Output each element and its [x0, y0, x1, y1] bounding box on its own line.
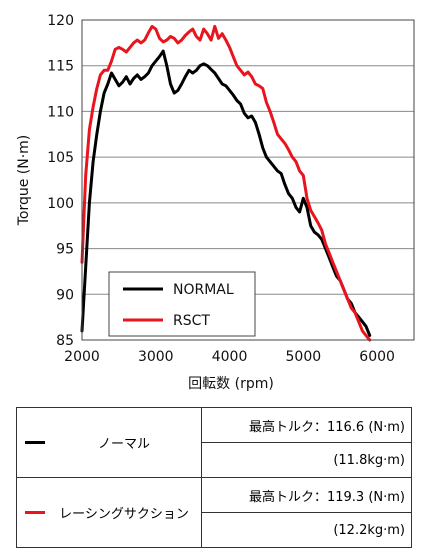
y-tick-label: 120	[47, 13, 74, 29]
y-tick-label: 85	[56, 333, 74, 349]
y-tick-label: 105	[47, 150, 74, 166]
series-name-cell-rsct: レーシングサクション	[16, 477, 202, 548]
series-line-rsct	[80, 24, 372, 342]
spec-table: ノーマル 最高トルク：116.6 (N·m) (11.8kg·m) レーシングサ…	[16, 407, 412, 548]
table-row-normal-bottom: (11.8kg·m)	[17, 442, 412, 478]
max-torque-normal: 最高トルク：116.6 (N·m)	[201, 407, 412, 443]
series-name-wrap: レーシングサクション	[21, 503, 197, 522]
x-tick-label: 5000	[286, 349, 322, 365]
max-torque-rsct: 最高トルク：119.3 (N·m)	[201, 477, 412, 513]
x-axis-title: 回転数 (rpm)	[188, 376, 274, 392]
x-tick-labels: 2000 3000 4000 5000 6000	[64, 349, 395, 365]
series-name-rsct: レーシングサクション	[59, 507, 189, 522]
normal-line-swatch	[25, 441, 45, 444]
legend-label-rsct: RSCT	[173, 313, 210, 329]
y-tick-label: 100	[47, 196, 74, 212]
x-tick-label: 6000	[359, 349, 395, 365]
y-axis-title: Torque (N·m)	[16, 135, 32, 227]
table-row-rsct-bottom: (12.2kg·m)	[17, 512, 412, 548]
plot-border	[81, 19, 415, 341]
max-torque-kgm-rsct: (12.2kg·m)	[201, 512, 412, 548]
x-tick-label: 3000	[138, 349, 174, 365]
y-tick-label: 110	[47, 104, 74, 120]
table-row-rsct-top: レーシングサクション 最高トルク：119.3 (N·m)	[16, 477, 412, 548]
series-lines	[80, 24, 372, 342]
series-name-cell-normal: ノーマル	[16, 407, 202, 478]
y-tick-label: 95	[56, 242, 74, 258]
legend-box	[108, 271, 256, 337]
y-tick-label: 90	[56, 287, 74, 303]
legend: NORMAL RSCT	[108, 271, 256, 337]
y-tick-label: 115	[47, 59, 74, 75]
rsct-line-swatch	[25, 511, 45, 514]
x-tick-label: 2000	[64, 349, 100, 365]
max-torque-kgm-normal: (11.8kg·m)	[201, 442, 412, 478]
series-name-wrap: ノーマル	[21, 433, 197, 452]
series-line-normal	[80, 49, 372, 337]
series-name-normal: ノーマル	[97, 437, 150, 452]
x-tick-label: 4000	[212, 349, 248, 365]
y-tick-labels: 85 90 95 100 105 110 115 120	[47, 13, 74, 349]
table-row-normal-top: ノーマル 最高トルク：116.6 (N·m)	[16, 407, 412, 478]
legend-label-normal: NORMAL	[173, 282, 234, 298]
torque-chart: 85 90 95 100 105 110 115 120 2000 3000 4000 5000 60…	[16, 13, 415, 392]
